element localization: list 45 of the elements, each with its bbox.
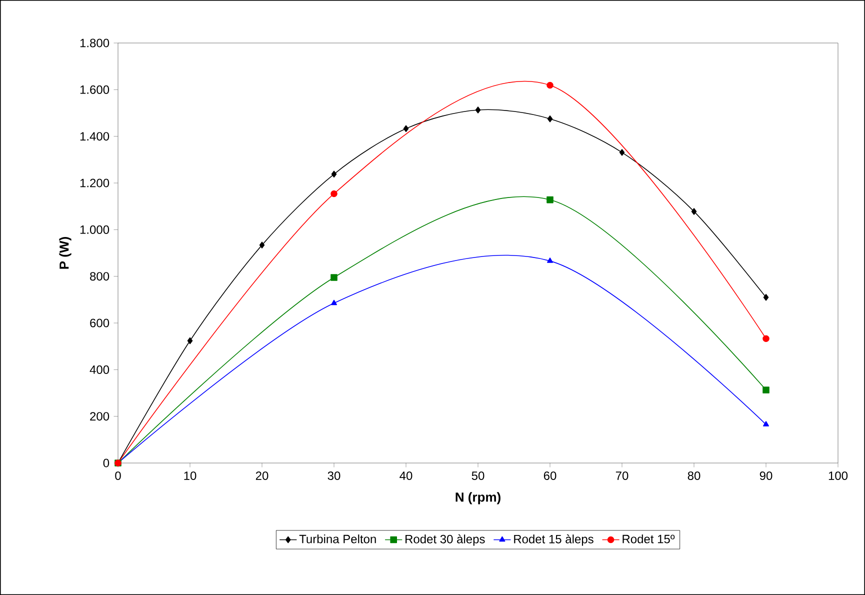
x-tick-label: 60 [544,471,556,480]
x-tick-label: 20 [256,471,268,480]
point [187,337,193,344]
y-tick-label: 0 [103,458,110,468]
point [762,386,770,394]
y-tick-label: 1.600 [80,85,110,94]
x-tick-label: 70 [616,471,628,480]
point [331,170,337,178]
x-tick-label: 50 [472,471,484,480]
y-tick-label: 1.000 [80,225,110,234]
point [475,106,481,114]
x-tick-label: 80 [688,471,700,480]
point [691,208,697,215]
point [259,242,265,248]
x-tick-label: 100 [828,471,848,480]
x-tick-label: 10 [184,471,196,480]
y-tick-label: 600 [90,318,110,328]
point [546,82,554,89]
legend-label: Rodet 15º [622,534,675,544]
point [331,300,337,306]
point [546,196,554,204]
x-tick-label: 0 [115,471,121,480]
y-tick-label: 200 [90,412,110,421]
y-tick-label: 1.800 [80,38,110,48]
point [619,149,625,156]
legend-label: Rodet 15 àleps [514,534,594,546]
y-tick-label: 1.400 [80,132,110,141]
legend-label: Turbina Pelton [299,534,376,544]
point [763,294,769,301]
x-tick-label: 30 [328,471,340,480]
point [763,421,770,426]
y-tick-label: 1.200 [80,178,110,188]
x-tick-label: 90 [760,471,772,480]
point [330,190,338,198]
y-tick-label: 400 [90,365,110,374]
legend-label: Rodet 30 àleps [406,534,485,546]
point [762,335,770,342]
point [403,125,409,132]
x-tick-label: 40 [400,471,412,480]
point [330,274,338,281]
y-axis-title: P (W) [59,237,72,269]
point [547,115,553,122]
x-axis-title: N (rpm) [456,492,500,504]
y-tick-label: 800 [90,272,110,281]
point [547,258,553,263]
